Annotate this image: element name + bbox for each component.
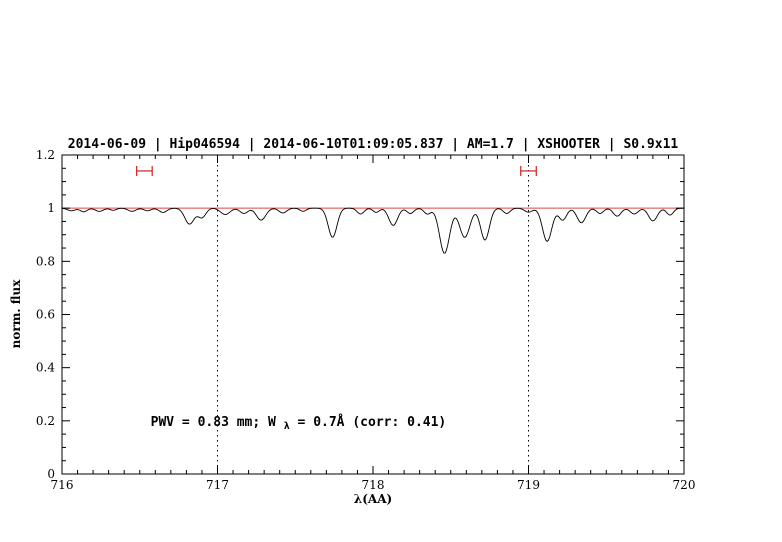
y-tick-label: 0.4: [36, 361, 55, 375]
range-marker: [520, 165, 537, 176]
dotted-vlines-layer: [217, 155, 529, 474]
x-tick-label: 716: [51, 478, 74, 492]
y-tick-label: 1: [47, 201, 55, 215]
pwv-annotation: PWV = 0.83 mm; W λ = 0.7Å (corr: 0.41): [151, 414, 447, 433]
spectrum-curve-layer: [61, 207, 684, 254]
pwv-annotation-part: PWV = 0.83 mm; W: [151, 415, 276, 430]
plot-title: 2014-06-09 | Hip046594 | 2014-06-10T01:0…: [68, 137, 679, 152]
x-tick-label: 717: [206, 478, 229, 492]
y-tick-label: 0.6: [36, 308, 55, 322]
x-tick-label: 719: [517, 478, 540, 492]
pwv-annotation-subscript-lambda: λ: [284, 421, 290, 432]
range-marker: [136, 165, 153, 176]
y-tick-label: 0.2: [36, 414, 55, 428]
x-tick-label: 718: [362, 478, 385, 492]
y-tick-label: 0: [47, 467, 55, 481]
pwv-annotation-part: = 0.7Å (corr: 0.41): [298, 414, 447, 430]
y-axis-label: norm. flux: [9, 279, 23, 349]
spectrum-curve: [61, 207, 684, 254]
x-axis-label: λ(AA): [354, 492, 392, 506]
y-tick-label: 1.2: [36, 148, 55, 162]
range-markers-layer: [136, 165, 537, 176]
plot-frame: [61, 154, 685, 475]
axis-ticks-layer: 716 717 718 719 720 0 0.2 0.4 0.6 0.8 1 1.2: [36, 148, 696, 492]
y-tick-label: 0.8: [36, 254, 55, 268]
x-tick-label: 720: [673, 478, 696, 492]
